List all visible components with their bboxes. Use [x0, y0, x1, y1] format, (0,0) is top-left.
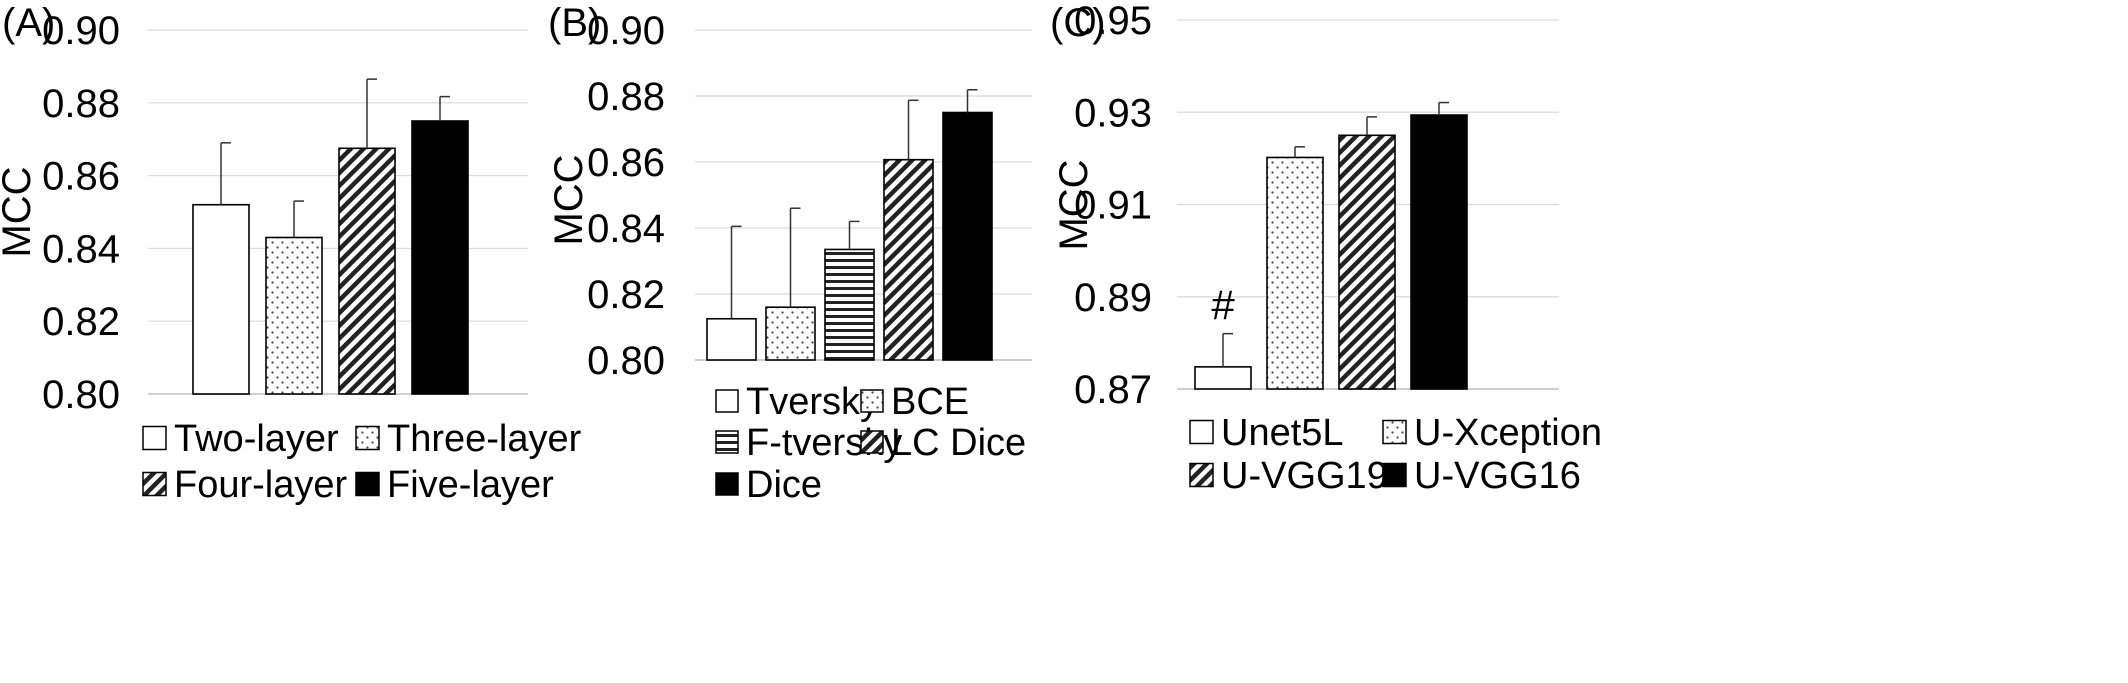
bar-tversky — [706, 317, 757, 361]
legend-swatch — [1189, 462, 1214, 488]
legend-swatch — [1382, 419, 1407, 445]
y-tick-label: 0.86 — [42, 155, 120, 199]
legend-label: Unet5L — [1221, 412, 1344, 454]
legend-label: U-VGG19 — [1221, 455, 1388, 497]
bar-dice — [942, 111, 993, 361]
legend-swatch — [142, 425, 167, 451]
legend-swatch — [715, 472, 739, 496]
bar-two-layer — [192, 203, 250, 395]
legend: Two-layer Three-layer Four-layer Five-layer — [142, 418, 582, 506]
legend-label: Two-layer — [174, 418, 339, 460]
y-axis-label: MCC — [1052, 159, 1096, 250]
bar-three-layer — [265, 236, 323, 395]
legend-swatch — [715, 430, 739, 454]
legend-swatch — [355, 425, 380, 451]
bar-bce — [765, 306, 816, 361]
legend-swatch — [142, 471, 167, 497]
y-tick-label: 0.80 — [42, 373, 120, 417]
y-axis-label: MCC — [0, 166, 39, 257]
y-tick-label: 0.87 — [1074, 368, 1152, 412]
y-tick-label: 0.91 — [1074, 184, 1152, 228]
y-tick-label: 0.86 — [587, 141, 665, 185]
bar-lc-dice — [883, 158, 934, 361]
chart-panel-2: 0.80 0.82 0.84 0.86 0.88 0.90(B) MCC Tversky BCE… — [547, 1, 1032, 506]
legend: Unet5L U-Xception U-VGG19 U-VGG16 — [1189, 412, 1602, 497]
y-tick-label: 0.90 — [42, 9, 120, 53]
legend-label: Four-layer — [174, 464, 347, 506]
chart-panel-3: 0.87 0.89 0.91 0.93 0.95(C) MCC # Unet5L U-Xcept… — [1050, 0, 1602, 497]
legend-label: U-Xception — [1414, 412, 1602, 454]
bar-u-xception — [1266, 156, 1324, 390]
legend-label: U-VGG16 — [1414, 455, 1581, 497]
legend-label: Three-layer — [387, 418, 582, 460]
y-tick-label: 0.84 — [42, 227, 120, 271]
legend-swatch — [860, 430, 884, 454]
bar-five-layer — [411, 120, 469, 395]
legend-label: LC Dice — [891, 422, 1026, 464]
legend-swatch — [715, 389, 739, 413]
y-tick-label: 0.80 — [587, 339, 665, 383]
significance-annotation: # — [1211, 282, 1235, 329]
legend-label: BCE — [891, 381, 969, 423]
legend-label: Tversky — [746, 381, 879, 423]
bar-four-layer — [338, 147, 396, 395]
y-tick-label: 0.93 — [1074, 91, 1152, 135]
panel-label: (C) — [1050, 1, 1106, 45]
legend-swatch — [1189, 419, 1214, 445]
legend-label: Dice — [746, 464, 822, 506]
bar-u-vgg16 — [1410, 114, 1468, 390]
panel-label: (A) — [2, 1, 55, 45]
legend-swatch — [355, 471, 380, 497]
legend-label: Five-layer — [387, 464, 554, 506]
y-tick-label: 0.88 — [587, 75, 665, 119]
y-tick-label: 0.84 — [587, 207, 665, 251]
y-tick-label: 0.89 — [1074, 276, 1152, 320]
bar-unet5l — [1194, 366, 1252, 390]
legend-swatch — [1382, 462, 1407, 488]
bar-u-vgg19 — [1338, 134, 1396, 390]
legend-swatch — [860, 389, 884, 413]
y-tick-label: 0.95 — [1074, 0, 1152, 43]
bar-f-tversky — [824, 248, 875, 361]
y-axis-label: MCC — [547, 154, 591, 245]
y-tick-label: 0.82 — [587, 273, 665, 317]
panel-label: (B) — [548, 1, 601, 45]
y-tick-label: 0.90 — [587, 9, 665, 53]
y-tick-label: 0.82 — [42, 300, 120, 344]
y-tick-label: 0.88 — [42, 82, 120, 126]
